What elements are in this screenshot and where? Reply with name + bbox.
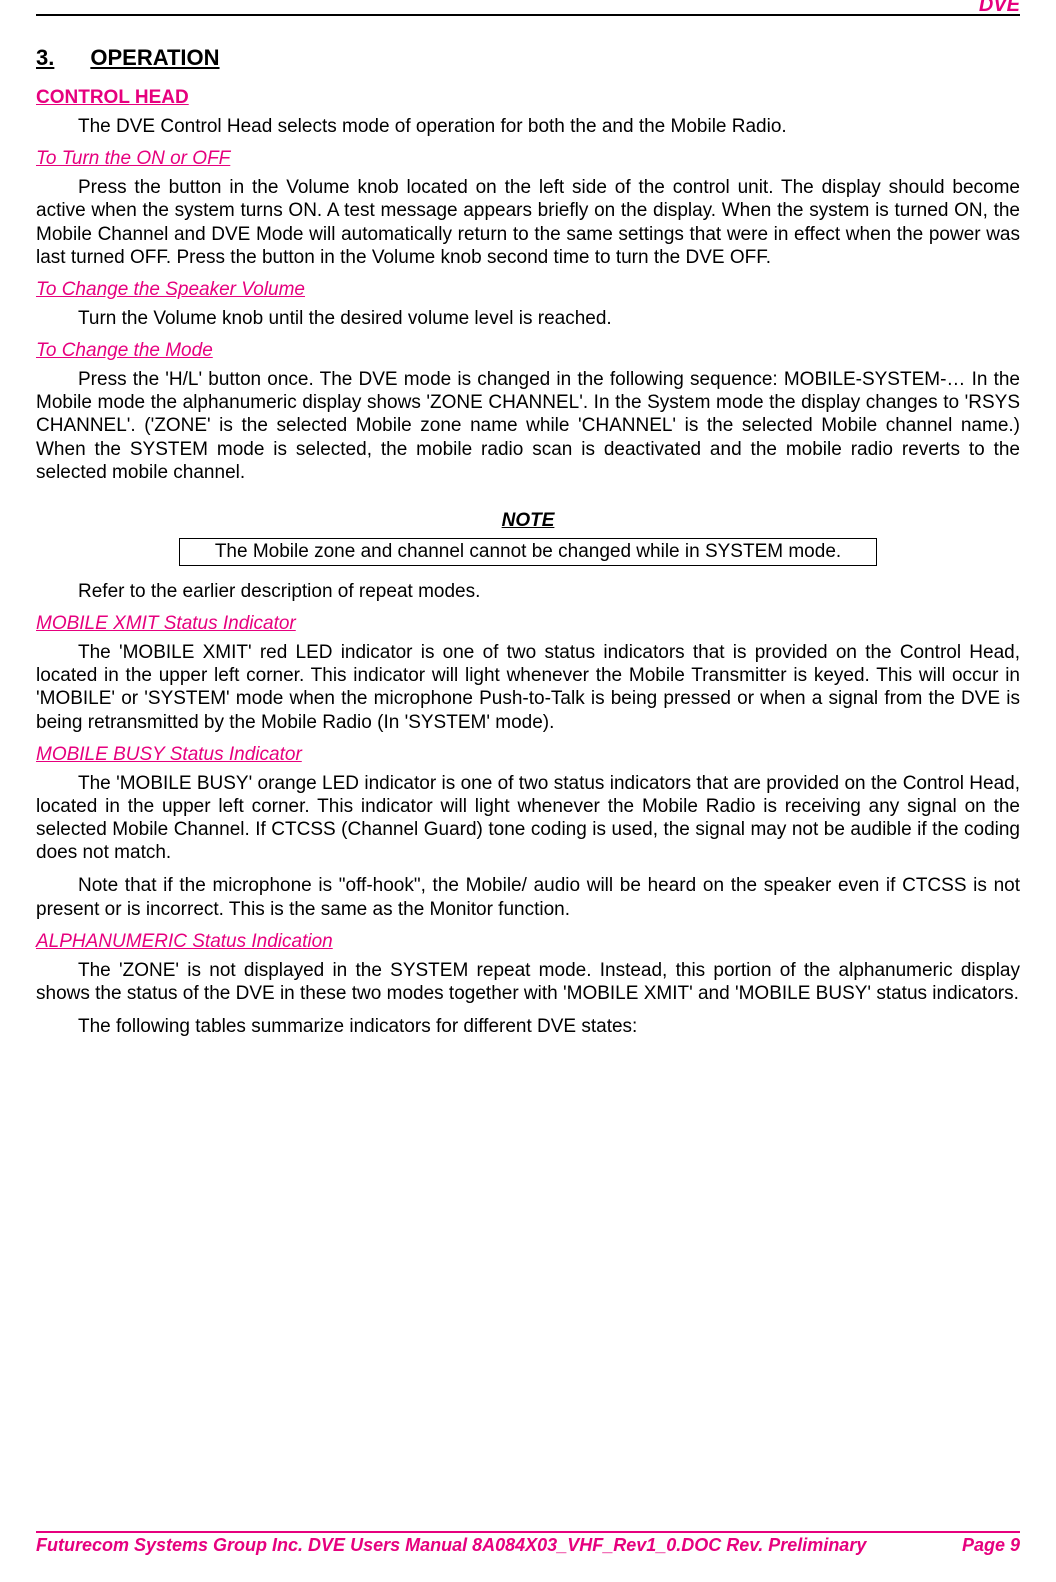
heading-change-mode: To Change the Mode xyxy=(36,340,1020,362)
section-heading: 3. OPERATION xyxy=(36,45,1020,71)
heading-mobile-busy: MOBILE BUSY Status Indicator xyxy=(36,744,1020,766)
footer-page: Page 9 xyxy=(962,1535,1020,1556)
footer-text: Futurecom Systems Group Inc. DVE Users M… xyxy=(36,1535,1020,1556)
heading-mobile-xmit: MOBILE XMIT Status Indicator xyxy=(36,613,1020,635)
para-busy-2: Note that if the microphone is "off-hook… xyxy=(36,874,1020,920)
para-alpha-1: The 'ZONE' is not displayed in the SYSTE… xyxy=(36,959,1020,1005)
section-title-text: OPERATION xyxy=(90,45,219,70)
heading-control-head: CONTROL HEAD xyxy=(36,87,1020,109)
header-title: DVE xyxy=(36,0,1020,17)
para-busy-1: The 'MOBILE BUSY' orange LED indicator i… xyxy=(36,772,1020,865)
para-mode: Press the 'H/L' button once. The DVE mod… xyxy=(36,368,1020,484)
para-xmit: The 'MOBILE XMIT' red LED indicator is o… xyxy=(36,641,1020,734)
footer: Futurecom Systems Group Inc. DVE Users M… xyxy=(36,1531,1020,1556)
note-label: NOTE xyxy=(36,510,1020,532)
heading-alphanumeric: ALPHANUMERIC Status Indication xyxy=(36,931,1020,953)
para-volume: Turn the Volume knob until the desired v… xyxy=(36,307,1020,330)
heading-speaker-volume: To Change the Speaker Volume xyxy=(36,279,1020,301)
para-control-head: The DVE Control Head selects mode of ope… xyxy=(36,115,1020,138)
note-box: The Mobile zone and channel cannot be ch… xyxy=(179,538,877,566)
para-turn: Press the button in the Volume knob loca… xyxy=(36,176,1020,269)
page: DVE 3.OPERATION CONTROL HEAD The DVE Con… xyxy=(0,14,1056,1582)
footer-rule xyxy=(36,1531,1020,1533)
heading-turn-on-off: To Turn the ON or OFF xyxy=(36,148,1020,170)
para-alpha-2: The following tables summarize indicator… xyxy=(36,1015,1020,1038)
section-number: 3. xyxy=(36,45,54,70)
footer-left: Futurecom Systems Group Inc. DVE Users M… xyxy=(36,1535,866,1556)
para-refer: Refer to the earlier description of repe… xyxy=(36,580,1020,603)
